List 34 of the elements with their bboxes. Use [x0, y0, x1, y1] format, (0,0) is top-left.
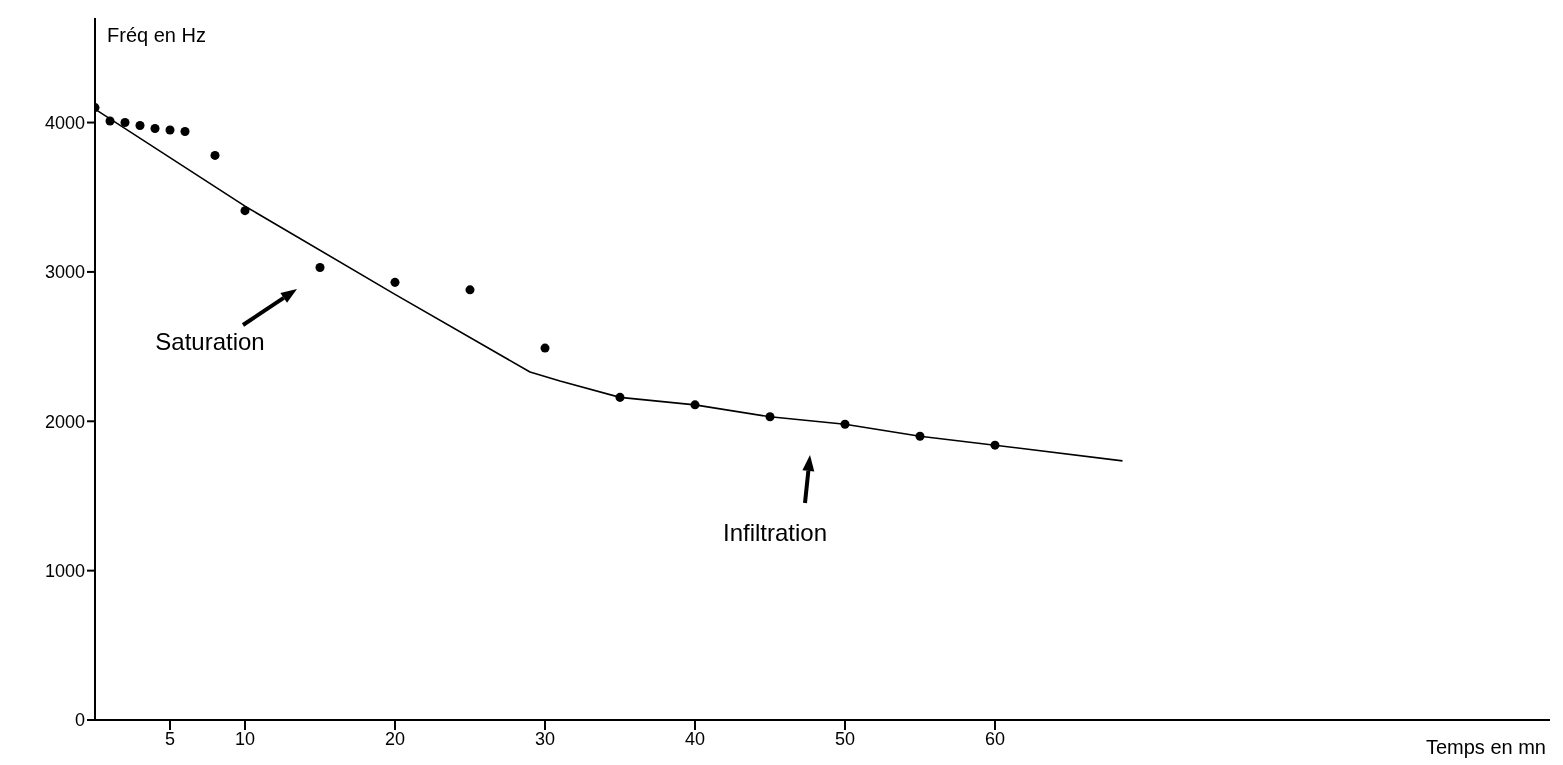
point [840, 419, 850, 429]
point [135, 121, 145, 131]
point [210, 150, 220, 160]
annotation: Infiltration [722, 519, 828, 547]
x-tick-label: 50 [834, 728, 856, 749]
y-axis-title: Fréq en Hz [107, 24, 206, 46]
point [165, 125, 175, 135]
point [240, 206, 250, 216]
x-tick-label: 20 [384, 728, 406, 749]
annotation: Saturation [155, 328, 265, 356]
point [120, 118, 130, 128]
point [615, 392, 625, 402]
x-tick-label: 60 [984, 728, 1006, 749]
point [765, 412, 775, 422]
point [180, 127, 190, 137]
y-tick-label: 1000 [44, 561, 85, 582]
x-tick-label: 10 [234, 728, 256, 749]
point [150, 124, 160, 134]
y-tick-label: 2000 [44, 411, 85, 432]
point [990, 440, 1000, 450]
point [690, 400, 700, 410]
y-tick-label: 0 [74, 710, 85, 731]
x-axis-title: Temps en mn [1425, 736, 1546, 758]
point [105, 116, 115, 126]
x-tick-label: 30 [534, 728, 556, 749]
point [390, 277, 400, 287]
point [915, 431, 925, 441]
x-tick-label: 5 [164, 728, 176, 749]
point [465, 285, 475, 295]
point [315, 262, 325, 272]
x-tick-label: 40 [684, 728, 706, 749]
y-tick-label: 3000 [44, 262, 85, 283]
y-tick-label: 4000 [44, 112, 85, 133]
point [540, 343, 550, 353]
